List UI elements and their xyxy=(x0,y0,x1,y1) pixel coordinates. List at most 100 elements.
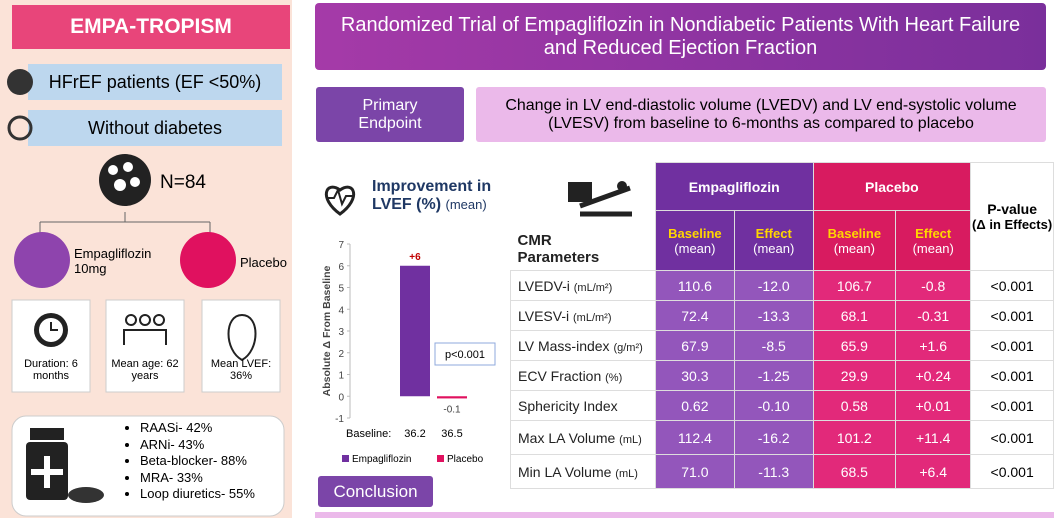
header-row: CMR Parameters Empagliflozin Placebo P-valu… xyxy=(511,162,1054,271)
table-cell-text: 112.4 xyxy=(677,429,712,446)
table-cell: -0.8 xyxy=(895,270,972,301)
table-cell-text: 67.9 xyxy=(681,337,709,354)
table-cell-text: -0.10 xyxy=(757,397,790,414)
table-cell: 67.9 xyxy=(654,330,735,361)
row-label: Sphericity Index xyxy=(510,390,656,421)
table-row: LVESV-i (mL/m²) 72.4 -13.3 68.1 -0.31 <0.001 xyxy=(510,300,1054,331)
bar xyxy=(437,396,467,399)
y-tick-label: 6 xyxy=(338,262,344,273)
legend-swatch xyxy=(437,455,444,462)
table-cell: -13.3 xyxy=(733,300,814,331)
table-cell-text: <0.001 xyxy=(990,397,1034,414)
table-row: LV Mass-index (g/m²) 67.9 -8.5 65.9 +1.6 <0.0… xyxy=(510,330,1054,361)
table-cell: +0.01 xyxy=(895,390,972,421)
row-label: LVESV-i (mL/m²) xyxy=(510,300,656,331)
row-label: Max LA Volume (mL) xyxy=(510,420,656,455)
y-tick-label: -1 xyxy=(335,414,344,425)
table-cell-text: 110.6 xyxy=(677,277,712,294)
table-cell-text: +0.01 xyxy=(915,397,951,414)
row-unit: (mL) xyxy=(619,433,642,446)
table-cell-text: <0.001 xyxy=(990,307,1034,324)
medication: MRA- 33% xyxy=(140,470,255,487)
table-cell-text: <0.001 xyxy=(990,429,1034,446)
row-name: ECV Fraction xyxy=(518,367,602,384)
table-cell-text: -11.3 xyxy=(758,463,790,480)
chart-title-text: Improvement in LVEF (%) xyxy=(372,178,492,213)
table-cell-text: 0.58 xyxy=(840,397,868,414)
subheader-row: Baseline (mean) Effect (mean) Baseline (mean)… xyxy=(511,210,1054,271)
row-unit: (mL/m²) xyxy=(573,311,612,324)
chart-title: Improvement in LVEF (%) (mean) xyxy=(372,178,512,214)
row-name: Max LA Volume xyxy=(518,429,616,446)
table-cell: -0.31 xyxy=(895,300,972,331)
criterion: Without diabetes xyxy=(28,110,282,146)
mri-icon xyxy=(568,181,632,217)
table-cell: 101.2 xyxy=(812,420,897,455)
table-cell: +0.24 xyxy=(895,360,972,391)
table-cell: -8.5 xyxy=(733,330,814,361)
table-cell: 30.3 xyxy=(654,360,735,391)
medication: Loop diuretics- 55% xyxy=(140,486,255,503)
table-cell: +6.4 xyxy=(895,454,972,489)
conclusion-label: Conclusion xyxy=(318,476,433,507)
legend-label: Placebo xyxy=(447,454,484,465)
table-cell: 112.4 xyxy=(654,420,735,455)
table-cell-text: -16.2 xyxy=(757,429,790,446)
subheader: Effect (mean) xyxy=(895,210,972,271)
medication-list: RAASi- 42%ARNi- 43%Beta-blocker- 88%MRA-… xyxy=(100,420,255,503)
table-cell: <0.001 xyxy=(970,300,1054,331)
table-cell-text: -0.8 xyxy=(921,277,946,294)
pvalue-header: P-value (Δ in Effects) xyxy=(970,162,1054,271)
table-cell-text: -1.25 xyxy=(757,367,790,384)
table-cell: <0.001 xyxy=(970,270,1054,301)
row-unit: (g/m²) xyxy=(613,341,643,354)
table-cell-text: 29.9 xyxy=(840,367,868,384)
main-title: Randomized Trial of Empagliflozin in Non… xyxy=(315,3,1046,70)
table-row: Sphericity Index 0.62 -0.10 0.58 +0.01 <0.001 xyxy=(510,390,1054,421)
table-cell-text: <0.001 xyxy=(990,337,1034,354)
medication: RAASi- 42% xyxy=(140,420,255,437)
table-cell: <0.001 xyxy=(970,330,1054,361)
medication: ARNi- 43% xyxy=(140,437,255,454)
table-cell: -11.3 xyxy=(733,454,814,489)
subheader-note: (mean) xyxy=(912,240,954,256)
group-header-text: Empagliflozin xyxy=(688,178,780,195)
table-cell-text: 65.9 xyxy=(840,337,868,354)
y-tick-label: 2 xyxy=(338,349,344,360)
y-tick-label: 1 xyxy=(338,371,344,382)
table-cell-text: -13.3 xyxy=(757,307,790,324)
table-cell-text: 71.0 xyxy=(681,463,709,480)
y-tick-label: 4 xyxy=(338,305,344,316)
table-cell-text: -0.31 xyxy=(917,307,950,324)
row-label: ECV Fraction (%) xyxy=(510,360,656,391)
table-cell-text: 72.4 xyxy=(681,307,709,324)
row-name: Sphericity Index xyxy=(518,397,618,414)
table-cell: 106.7 xyxy=(812,270,897,301)
table-cell: <0.001 xyxy=(970,420,1054,455)
endpoint-text: Change in LV end-diastolic volume (LVEDV… xyxy=(476,87,1046,142)
group-header: Empagliflozin xyxy=(654,162,814,211)
table-cell: +11.4 xyxy=(895,420,972,455)
subheader-note: (mean) xyxy=(753,240,795,256)
y-tick-label: 7 xyxy=(338,240,344,251)
table-cell: 65.9 xyxy=(812,330,897,361)
conclusion-strip xyxy=(315,512,1054,518)
table-cell: 29.9 xyxy=(812,360,897,391)
row-unit: (mL/m²) xyxy=(573,281,613,294)
annotation: p<0.001 xyxy=(445,349,485,361)
row-name: Min LA Volume xyxy=(518,463,612,480)
param-title: CMR Parameters xyxy=(517,232,600,266)
table-cell: 68.1 xyxy=(812,300,897,331)
bar xyxy=(400,265,430,397)
left-icons xyxy=(7,69,285,517)
table-cell-text: -8.5 xyxy=(761,337,786,354)
row-name: LV Mass-index xyxy=(518,337,610,354)
x-axis-label: Baseline: xyxy=(346,428,391,440)
subheader-note: (mean) xyxy=(674,240,716,256)
table-cell-text: 68.1 xyxy=(840,307,868,324)
table-cell-text: +1.6 xyxy=(919,337,948,354)
subheader-text: Effect xyxy=(915,225,952,241)
total-n: N=84 xyxy=(160,172,206,193)
endpoint-label: Primary Endpoint xyxy=(316,87,464,142)
